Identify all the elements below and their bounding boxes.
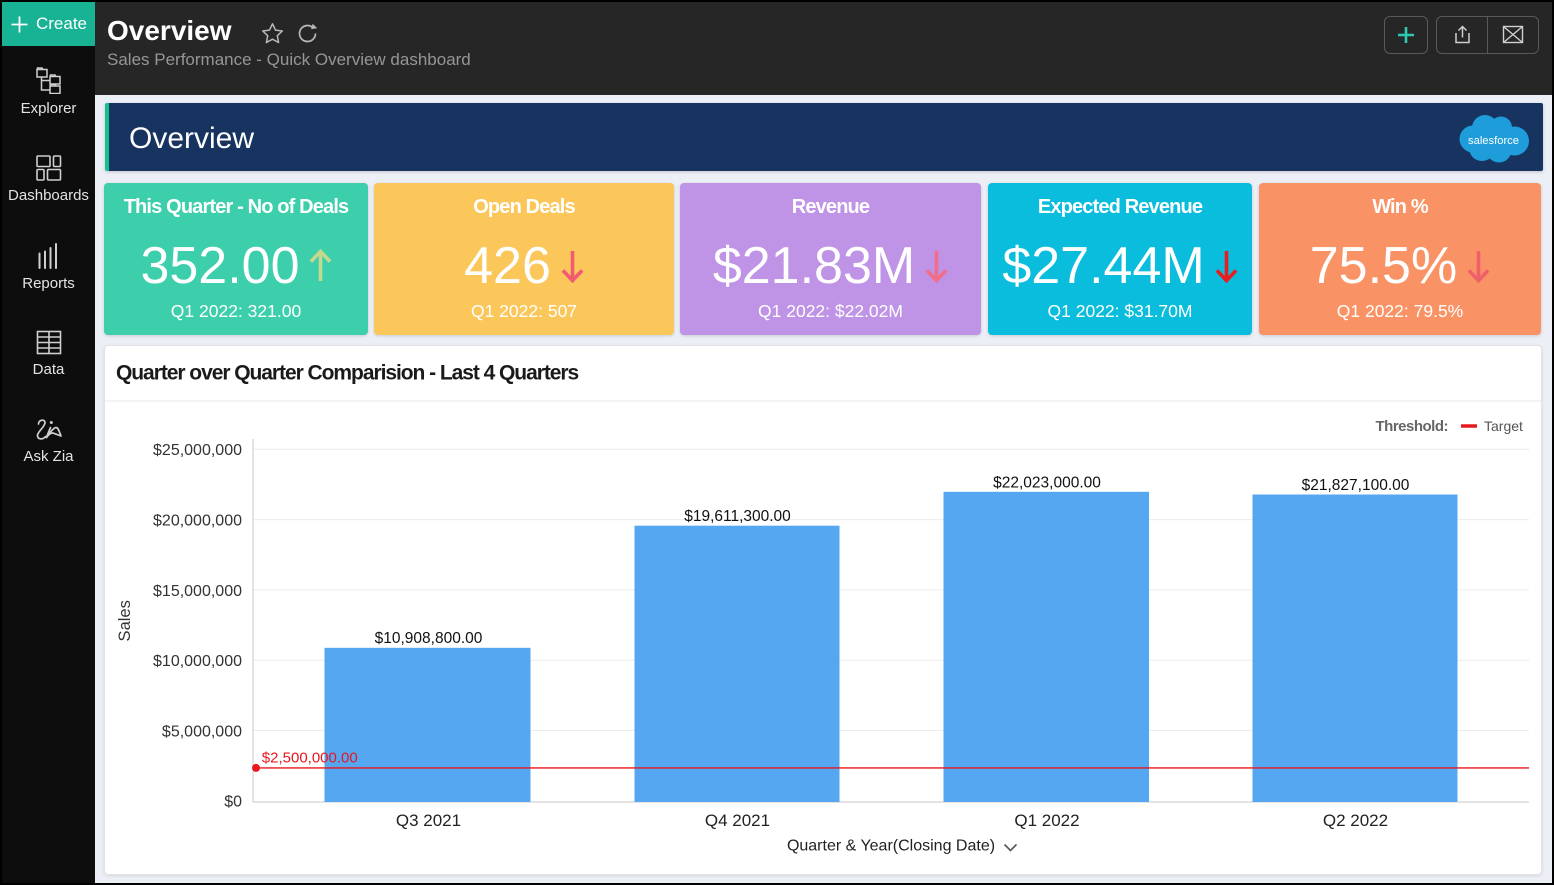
svg-text:$10,908,800.00: $10,908,800.00	[375, 630, 483, 647]
svg-text:$0: $0	[224, 794, 242, 811]
svg-text:salesforce: salesforce	[1468, 135, 1519, 147]
svg-text:Q2 2022: Q2 2022	[1323, 811, 1388, 830]
svg-text:$20,000,000: $20,000,000	[153, 513, 242, 530]
svg-text:$25,000,000: $25,000,000	[153, 442, 242, 459]
svg-text:Q3 2021: Q3 2021	[396, 811, 461, 830]
svg-text:Sales: Sales	[116, 600, 134, 641]
svg-text:$21,827,100.00: $21,827,100.00	[1302, 477, 1410, 494]
svg-text:$10,000,000: $10,000,000	[153, 653, 242, 670]
svg-text:Threshold:: Threshold:	[1376, 418, 1449, 435]
svg-text:Quarter & Year(Closing Date): Quarter & Year(Closing Date)	[787, 837, 995, 854]
svg-text:$15,000,000: $15,000,000	[153, 583, 242, 600]
svg-text:Quarter over Quarter Comparisi: Quarter over Quarter Comparision - Last …	[116, 362, 579, 385]
svg-text:Q4 2021: Q4 2021	[705, 811, 770, 830]
svg-text:Target: Target	[1484, 418, 1523, 434]
svg-text:$22,023,000.00: $22,023,000.00	[993, 474, 1101, 491]
svg-text:$2,500,000.00: $2,500,000.00	[262, 750, 358, 767]
svg-text:Q1 2022: Q1 2022	[1014, 811, 1079, 830]
svg-text:$19,611,300.00: $19,611,300.00	[684, 508, 791, 525]
svg-text:$5,000,000: $5,000,000	[162, 724, 242, 741]
